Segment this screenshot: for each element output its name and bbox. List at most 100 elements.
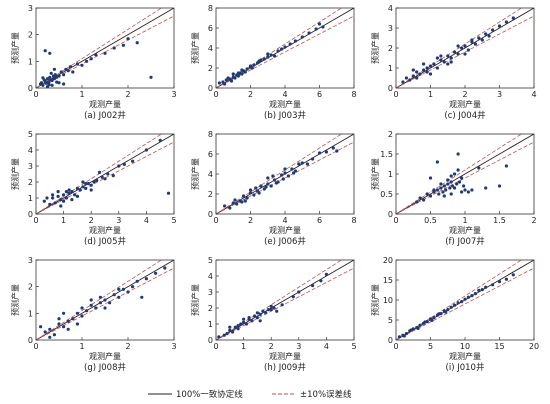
data-point <box>261 309 265 313</box>
chart-panel-7: 0 1 2 3 0 1 2 3 观测产量 预测产量 (g) J008井 <box>10 256 177 373</box>
data-point <box>75 62 79 66</box>
data-point <box>497 184 502 188</box>
x-tick-label: 2 <box>269 342 274 351</box>
y-tick-label: 20 <box>383 256 393 265</box>
data-point <box>274 181 278 185</box>
data-point <box>430 318 434 322</box>
data-point <box>457 180 462 184</box>
data-point <box>266 176 270 180</box>
data-point <box>449 180 453 184</box>
data-point <box>439 186 443 190</box>
data-points <box>39 266 167 339</box>
y-tick-label: 0 <box>388 210 393 219</box>
data-point <box>131 159 135 163</box>
y-tick-label: 2 <box>388 44 393 53</box>
y-axis-label: 预测产量 <box>370 158 380 190</box>
y-tick-label: 1.5 <box>380 150 393 159</box>
data-point <box>449 174 453 178</box>
y-axis-label: 预测产量 <box>10 32 20 64</box>
data-point <box>269 308 273 312</box>
data-point <box>404 76 408 80</box>
y-axis-label: 预测产量 <box>10 284 20 316</box>
x-tick-label: 2 <box>248 90 253 99</box>
data-point <box>305 162 309 166</box>
data-point <box>480 288 484 292</box>
data-point <box>70 190 74 194</box>
x-tick-label: 20 <box>529 342 539 351</box>
data-point <box>78 188 82 192</box>
x-axis-label: 观测产量 <box>449 225 481 235</box>
data-point <box>269 304 273 308</box>
panel-caption: (i) J010井 <box>446 362 485 373</box>
y-tick-label: 5 <box>208 256 213 265</box>
data-point <box>484 186 488 190</box>
reference-lines <box>36 260 174 340</box>
data-point <box>84 186 88 190</box>
panel-caption: (h) J009井 <box>264 362 306 373</box>
data-point <box>297 162 301 166</box>
y-tick-label: 3 <box>28 256 33 265</box>
data-point <box>307 31 311 35</box>
data-point <box>228 325 232 329</box>
data-point <box>275 309 279 313</box>
y-tick-label: 4 <box>28 146 33 155</box>
data-point <box>45 77 50 81</box>
x-tick-label: 5 <box>351 342 356 351</box>
data-point <box>462 184 466 188</box>
data-point <box>50 78 54 83</box>
y-tick-label: 0 <box>28 84 33 93</box>
x-tick-label: 0 <box>213 342 218 351</box>
reference-lines <box>36 8 174 88</box>
upper-error-line <box>36 260 163 340</box>
data-point <box>59 198 63 202</box>
data-point <box>243 199 247 203</box>
x-tick-label: 6 <box>317 90 322 99</box>
data-point <box>257 191 261 195</box>
data-point <box>111 174 115 178</box>
data-points <box>401 16 515 84</box>
data-point <box>425 66 429 70</box>
data-point <box>228 206 232 210</box>
data-point <box>41 76 45 80</box>
y-tick-label: 4 <box>208 170 213 179</box>
data-point <box>48 327 52 331</box>
x-axis-label: 观测产量 <box>269 225 301 235</box>
data-point <box>89 188 93 192</box>
data-point <box>49 71 53 75</box>
data-point <box>311 157 315 161</box>
y-axis-label: 预测产量 <box>190 32 200 64</box>
legend-error-label: ±10%误差线 <box>300 389 352 400</box>
data-point <box>466 295 470 299</box>
data-points <box>42 138 171 208</box>
lower-error-line <box>396 15 534 88</box>
x-axis-label: 观测产量 <box>449 351 481 361</box>
y-tick-label: 0 <box>28 210 33 219</box>
data-point <box>504 164 508 168</box>
data-point <box>317 22 322 26</box>
y-tick-label: 3 <box>208 288 213 297</box>
x-tick-label: 1 <box>462 216 467 225</box>
x-tick-label: 2 <box>125 90 130 99</box>
data-point <box>463 297 467 301</box>
y-tick-label: 2 <box>28 283 33 292</box>
data-point <box>62 193 66 197</box>
x-tick-label: 1 <box>428 90 433 99</box>
legend: 100%一致协定线 ±10%误差线 <box>148 389 352 400</box>
data-point <box>446 62 450 66</box>
y-tick-label: 2 <box>208 190 213 199</box>
data-point <box>504 277 508 281</box>
x-tick-label: 4 <box>282 216 287 225</box>
data-point <box>314 27 318 31</box>
chart-panel-4: 0 1 2 3 4 5 0 1 2 3 4 5 观测产量 预测产量 (d) J005井 <box>10 130 177 247</box>
data-point <box>236 324 240 328</box>
data-point <box>231 330 235 334</box>
y-tick-label: 2 <box>28 31 33 40</box>
data-point <box>85 59 89 63</box>
data-point <box>324 272 328 276</box>
data-point <box>98 301 102 305</box>
data-points <box>217 272 328 339</box>
one-to-one-line <box>396 8 534 88</box>
data-point <box>451 184 455 188</box>
x-tick-label: 1 <box>241 342 246 351</box>
